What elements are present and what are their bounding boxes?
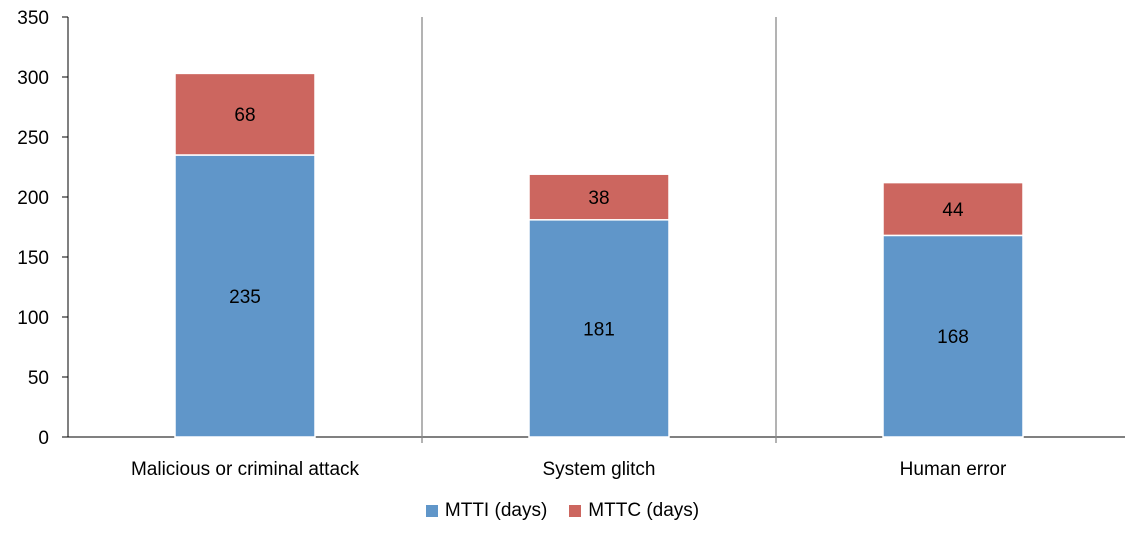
y-tick-label: 350: [17, 8, 49, 29]
bar-segment-mttc: [528, 173, 670, 221]
legend-item-mttc: MTTC (days): [569, 500, 699, 522]
axes: 0 50 100 150 200 250 300 350 Malicious or crimin…: [17, 8, 1125, 480]
data-label: 68: [234, 105, 255, 126]
y-tick-label: 50: [28, 368, 49, 389]
x-tick-label: Human error: [900, 459, 1007, 480]
bar-segment-mtti: [882, 234, 1024, 438]
y-tick-label: 200: [17, 188, 49, 209]
legend: MTTI (days) MTTC (days): [0, 500, 1125, 522]
bar-segment-mtti: [528, 219, 670, 438]
legend-label-mttc: MTTC (days): [588, 500, 700, 521]
data-label: 44: [942, 200, 964, 221]
data-label: 181: [583, 319, 615, 340]
bar-segment-mttc: [882, 181, 1024, 237]
data-label: 235: [229, 287, 261, 308]
legend-swatch-mttc: [569, 505, 582, 517]
bar-segment-mttc: [174, 72, 316, 156]
x-tick-label: System glitch: [543, 459, 656, 480]
bars: [174, 72, 1024, 438]
data-label: 38: [588, 188, 609, 209]
legend-swatch-mtti: [425, 505, 438, 517]
x-tick-label: Malicious or criminal attack: [131, 459, 360, 480]
y-tick-label: 150: [17, 248, 49, 269]
legend-label-mtti: MTTI (days): [444, 500, 548, 521]
data-label: 168: [937, 327, 969, 348]
y-tick-label: 100: [17, 308, 49, 329]
data-labels: 235 68 181 38 168 44: [229, 105, 969, 348]
y-tick-label: 0: [38, 428, 49, 449]
legend-item-mtti: MTTI (days): [425, 500, 548, 522]
y-tick-label: 250: [17, 128, 49, 149]
y-tick-label: 300: [17, 68, 49, 89]
bar-segment-mtti: [174, 154, 316, 438]
